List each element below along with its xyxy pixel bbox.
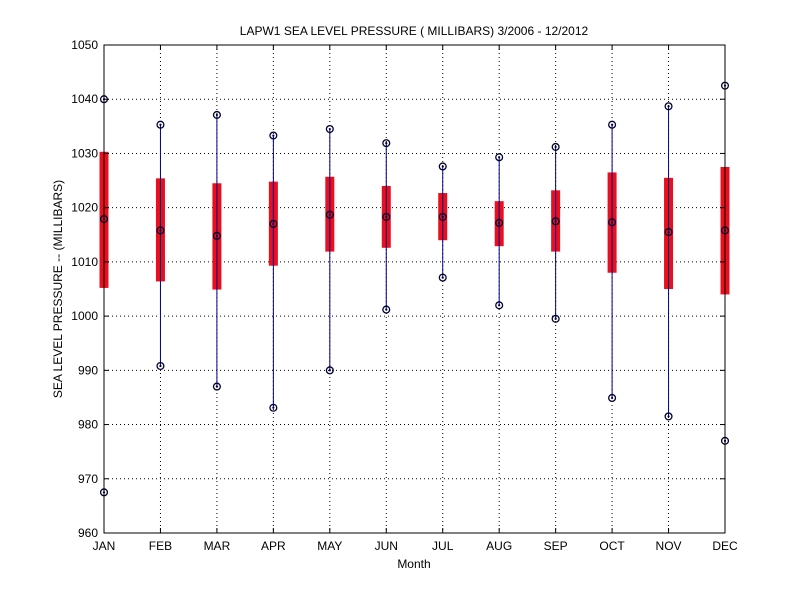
x-tick-label: DEC (712, 539, 738, 553)
y-tick-label: 980 (78, 418, 98, 432)
chart-title: LAPW1 SEA LEVEL PRESSURE ( MILLIBARS) 3/… (240, 24, 589, 38)
mean-marker (156, 226, 165, 235)
min-marker (382, 305, 391, 314)
x-ticks: JAN FEB MAR APR MAY JUN JUL AUG SEP OCT NOV DEC (93, 45, 738, 553)
min-marker-dot (272, 406, 275, 409)
mean-marker-dot (610, 221, 614, 224)
mean-marker (382, 212, 391, 221)
x-tick-label: OCT (599, 539, 625, 553)
mean-marker (495, 218, 504, 227)
min-marker (551, 314, 560, 323)
min-marker-dot (498, 304, 501, 307)
mean-marker-dot (385, 215, 388, 218)
mean-marker-dot (554, 220, 557, 223)
mean-marker (551, 217, 560, 226)
mean-marker-dot (498, 221, 501, 224)
y-tick-label: 970 (78, 472, 98, 486)
y-tick-label: 1040 (71, 92, 98, 106)
min-marker (495, 301, 504, 310)
x-tick-label: JUN (375, 539, 398, 553)
mean-marker (438, 212, 447, 221)
max-marker-dot (159, 123, 162, 126)
y-tick-label: 1030 (71, 146, 98, 160)
x-tick-label: JUL (432, 539, 454, 553)
max-marker-dot (272, 134, 275, 137)
y-tick-label: 1000 (71, 309, 98, 323)
min-marker-dot (554, 317, 557, 320)
y-tick-label: 960 (78, 526, 98, 540)
min-marker (608, 393, 617, 403)
mean-marker-dot (328, 213, 331, 216)
min-marker (156, 361, 165, 371)
max-marker (551, 142, 560, 151)
mean-marker (269, 219, 278, 228)
mean-marker-dot (272, 222, 275, 226)
plot-background (104, 45, 725, 533)
mean-marker-dot (215, 234, 219, 237)
x-tick-label: JAN (93, 539, 116, 553)
x-tick-label: MAY (317, 539, 342, 553)
plot-frame (103, 44, 726, 534)
min-marker-dot (159, 364, 162, 368)
max-marker-dot (554, 145, 557, 149)
x-tick-label: FEB (149, 539, 172, 553)
min-marker-dot (328, 369, 331, 372)
x-axis-label: Month (397, 557, 430, 571)
mean-marker (325, 210, 334, 219)
x-tick-label: AUG (486, 539, 512, 553)
max-marker-dot (667, 105, 670, 108)
min-marker (438, 273, 447, 282)
y-tick-label: 990 (78, 363, 98, 377)
mean-marker-dot (667, 230, 670, 234)
max-marker (664, 102, 673, 111)
mean-marker (664, 228, 673, 237)
max-marker (608, 120, 617, 129)
min-marker (269, 403, 278, 412)
mean-marker-dot (159, 229, 162, 232)
max-marker (438, 162, 447, 171)
max-marker (212, 110, 221, 119)
min-marker (325, 366, 334, 375)
x-tick-label: NOV (656, 539, 682, 553)
min-marker-dot (385, 308, 388, 311)
min-marker-dot (441, 276, 444, 279)
max-marker-dot (610, 123, 614, 126)
y-ticks: 960 970 980 990 1000 1010 1020 1030 1040 1050 (71, 38, 725, 540)
max-marker-dot (441, 165, 444, 168)
max-marker-dot (498, 156, 501, 159)
x-tick-label: MAR (204, 539, 231, 553)
min-marker-dot (667, 415, 670, 418)
max-marker (156, 120, 165, 129)
mean-marker (608, 218, 617, 227)
max-marker (495, 153, 504, 162)
max-marker-dot (215, 113, 219, 117)
y-tick-label: 1010 (71, 255, 98, 269)
max-marker (382, 139, 391, 148)
min-marker-dot (215, 385, 219, 388)
min-marker (664, 412, 673, 421)
x-tick-label: APR (261, 539, 286, 553)
max-marker (269, 131, 278, 140)
mean-marker-dot (441, 215, 444, 218)
max-marker (325, 124, 334, 134)
mean-marker (212, 231, 221, 240)
y-axis-label: SEA LEVEL PRESSURE -- (MILLIBARS) (51, 180, 65, 398)
min-marker (212, 382, 221, 391)
y-tick-label: 1020 (71, 201, 98, 215)
max-marker-dot (385, 142, 388, 145)
x-tick-label: SEP (544, 539, 568, 553)
max-marker-dot (328, 127, 331, 131)
y-tick-label: 1050 (71, 38, 98, 52)
min-marker-dot (610, 396, 614, 400)
